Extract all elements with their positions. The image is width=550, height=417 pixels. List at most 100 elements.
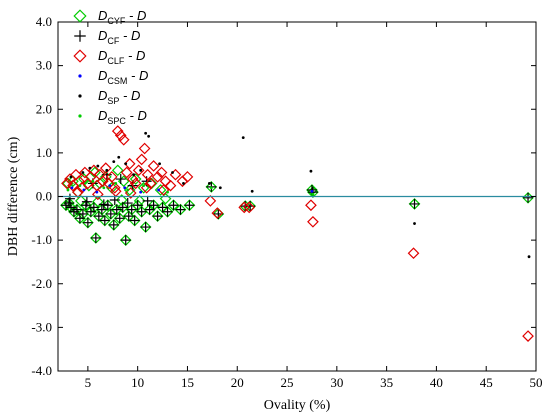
data-point (99, 215, 110, 226)
data-point (114, 182, 118, 185)
data-point (124, 162, 128, 166)
legend-entry-csm: DCSM - D (78, 68, 148, 86)
series-sp (69, 131, 531, 259)
data-point (123, 211, 134, 222)
data-point (154, 184, 167, 196)
legend-label: DSPC - D (98, 108, 147, 126)
data-point (123, 157, 136, 170)
y-tick-label: -2.0 (31, 276, 52, 291)
data-point (132, 200, 143, 211)
legend-entry-cf: DCF - D (74, 28, 140, 46)
data-point (102, 200, 113, 211)
data-point (144, 131, 148, 135)
legend-marker (73, 49, 87, 63)
data-markers (60, 125, 534, 342)
data-point (182, 182, 185, 185)
data-point (166, 190, 169, 194)
data-point (90, 232, 101, 243)
y-tick-label: 3.0 (36, 58, 52, 73)
data-point (111, 204, 122, 215)
x-tick-label: 45 (480, 375, 493, 390)
data-point (209, 186, 213, 190)
data-point (139, 190, 143, 194)
legend-entry-cyf: DCYF - D (73, 8, 146, 26)
data-point (142, 195, 153, 206)
data-point (120, 235, 131, 246)
data-point (71, 204, 82, 215)
data-point (122, 198, 133, 209)
series-spc (66, 179, 315, 196)
y-axis-label: DBH difference (cm) (6, 136, 21, 256)
x-tick-label: 20 (231, 375, 244, 390)
data-point (79, 166, 91, 179)
y-tick-label: -4.0 (31, 363, 52, 378)
data-point (184, 200, 195, 211)
data-point (250, 189, 254, 193)
x-tick-label: 50 (530, 375, 543, 390)
data-point (91, 188, 104, 201)
axis-ticks: 5 10 15 20 25 30 35 40 45 50 -4.0 -3.0 -2.0 -1.0 0.0 1.… (31, 14, 542, 390)
data-point (157, 202, 168, 213)
data-point (158, 162, 161, 166)
data-point (66, 188, 70, 192)
data-point (115, 174, 126, 185)
legend-marker (73, 9, 87, 23)
data-point (523, 192, 534, 203)
data-point (175, 204, 186, 215)
x-tick-label: 5 (85, 375, 92, 390)
y-tick-label: -1.0 (31, 232, 52, 247)
data-point (211, 207, 224, 219)
x-tick-label: 25 (281, 375, 294, 390)
data-point (311, 192, 315, 196)
data-point (126, 188, 130, 192)
data-point (95, 190, 99, 194)
data-point (63, 198, 74, 209)
data-point (147, 134, 151, 138)
x-tick-label: 35 (380, 375, 393, 390)
data-point (108, 181, 121, 194)
legend-label: DCF - D (98, 28, 140, 46)
data-point (309, 169, 313, 173)
legend-marker (78, 74, 82, 78)
legend-entry-clf: DCLF - D (73, 48, 145, 66)
series-clf (61, 125, 534, 342)
data-point (111, 164, 124, 177)
data-point (133, 195, 146, 207)
data-point (108, 219, 119, 230)
data-point (124, 187, 137, 199)
legend-marker (74, 30, 86, 42)
data-point (310, 189, 314, 193)
data-point (91, 195, 104, 208)
data-point (307, 215, 319, 228)
data-point (152, 211, 163, 222)
data-point (151, 171, 164, 183)
x-axis-label: Ovality (%) (264, 398, 331, 413)
data-point (111, 125, 124, 137)
data-point (157, 184, 170, 196)
y-tick-label: 4.0 (36, 14, 52, 29)
data-point (181, 171, 194, 183)
data-point (112, 160, 116, 164)
data-point (117, 155, 121, 159)
data-point (91, 179, 95, 183)
data-point (147, 160, 160, 172)
data-point (96, 175, 109, 188)
data-point (108, 184, 112, 187)
data-point (157, 188, 160, 192)
x-tick-label: 10 (131, 375, 144, 390)
data-point (238, 201, 251, 214)
y-tick-label: -3.0 (31, 319, 52, 334)
data-point (129, 173, 142, 185)
series-csm (70, 184, 314, 194)
data-point (132, 164, 145, 177)
data-point (164, 179, 177, 192)
legend-label: DCYF - D (98, 8, 146, 26)
data-point (117, 202, 128, 213)
data-point (81, 196, 92, 207)
legend-entry-sp: DSP - D (78, 88, 140, 106)
data-point (93, 211, 104, 222)
data-point (162, 206, 173, 217)
data-point (78, 184, 82, 187)
legend-label: DCSM - D (98, 68, 148, 86)
data-point (409, 198, 420, 209)
